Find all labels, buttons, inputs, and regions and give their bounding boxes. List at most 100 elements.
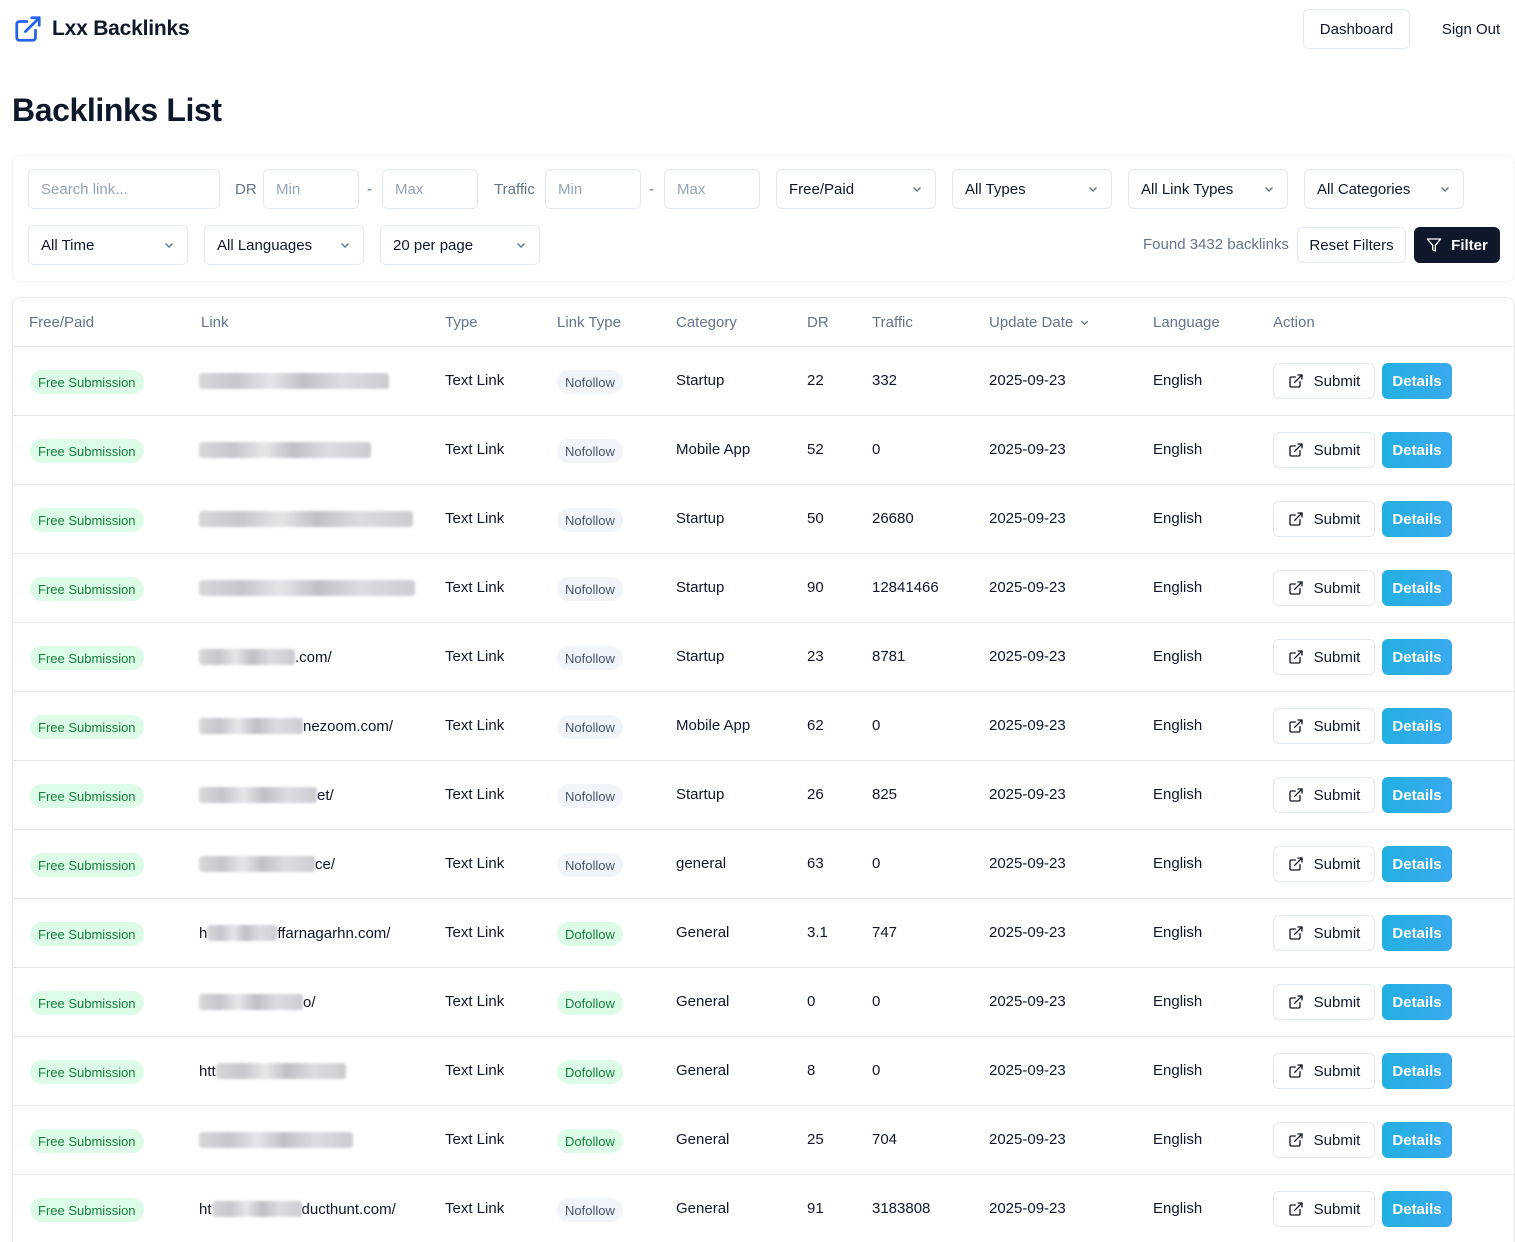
submit-button[interactable]: Submit: [1273, 708, 1375, 744]
col-link: Link: [201, 314, 229, 331]
link-text-start: h: [199, 924, 208, 942]
link-cell[interactable]: ce/: [199, 854, 335, 874]
traffic-max-input[interactable]: Max: [664, 169, 760, 209]
submit-button[interactable]: Submit: [1273, 1122, 1375, 1158]
col-traffic: Traffic: [872, 314, 913, 331]
details-button[interactable]: Details: [1382, 363, 1452, 399]
reset-filters-button[interactable]: Reset Filters: [1297, 227, 1406, 263]
submit-button[interactable]: Submit: [1273, 1191, 1375, 1227]
link-type-badge: Dofollow: [557, 1060, 623, 1084]
submit-button[interactable]: Submit: [1273, 777, 1375, 813]
link-text-end: ce/: [315, 855, 336, 873]
link-type-badge: Dofollow: [557, 922, 623, 946]
submit-button[interactable]: Submit: [1273, 1053, 1375, 1089]
link-type-badge: Nofollow: [557, 1198, 623, 1222]
traffic-cell: 26680: [872, 510, 914, 527]
submit-button[interactable]: Submit: [1273, 846, 1375, 882]
link-cell[interactable]: [199, 578, 415, 598]
table-row: Free Submission ce/Text Link Nofollow gener…: [13, 830, 1514, 899]
type-cell: Text Link: [445, 924, 505, 941]
link-text-start: htt: [199, 1062, 216, 1080]
col-update-date[interactable]: Update Date: [989, 314, 1090, 331]
link-types-select[interactable]: All Link Types: [1128, 169, 1288, 209]
external-link-icon: [1288, 1202, 1303, 1216]
time-select[interactable]: All Time: [28, 225, 188, 265]
details-button[interactable]: Details: [1382, 777, 1452, 813]
submit-button-label: Submit: [1313, 1200, 1361, 1218]
table-row: Free Submission htt Text Link Dofollow Gener…: [13, 1037, 1514, 1106]
link-cell[interactable]: et/: [199, 785, 334, 805]
submit-button[interactable]: Submit: [1273, 915, 1375, 951]
link-cell[interactable]: h ffarnagarhn.com/: [199, 923, 390, 943]
traffic-min-input[interactable]: Min: [545, 169, 641, 209]
search-input[interactable]: Search link...: [28, 169, 220, 209]
submit-button[interactable]: Submit: [1273, 639, 1375, 675]
link-cell[interactable]: [199, 509, 413, 529]
link-cell[interactable]: htt: [199, 1061, 346, 1081]
filter-button[interactable]: Filter: [1414, 227, 1500, 263]
link-cell[interactable]: o/: [199, 992, 316, 1012]
link-text-end: et/: [317, 786, 334, 804]
funnel-icon: [1426, 238, 1442, 252]
categories-select[interactable]: All Categories: [1304, 169, 1464, 209]
details-button[interactable]: Details: [1382, 432, 1452, 468]
details-button[interactable]: Details: [1382, 846, 1452, 882]
traffic-cell: 0: [872, 441, 881, 458]
update-date-cell: 2025-09-23: [989, 441, 1066, 458]
details-button[interactable]: Details: [1382, 915, 1452, 951]
types-select[interactable]: All Types: [952, 169, 1112, 209]
submit-button-label: Submit: [1313, 579, 1361, 597]
type-cell: Text Link: [445, 717, 505, 734]
brand[interactable]: Lxx Backlinks: [13, 14, 190, 44]
traffic-cell: 825: [872, 786, 898, 803]
submit-button[interactable]: Submit: [1273, 501, 1375, 537]
table-row: Free Submission ht ducthunt.com/Text Link N…: [13, 1175, 1514, 1242]
link-cell[interactable]: [199, 1130, 353, 1150]
details-button[interactable]: Details: [1382, 1053, 1452, 1089]
dr-min-input[interactable]: Min: [263, 169, 359, 209]
dr-cell: 62: [807, 717, 824, 734]
link-type-badge: Nofollow: [557, 715, 623, 739]
link-cell[interactable]: [199, 440, 371, 460]
external-link-icon: [1288, 1133, 1303, 1147]
free-paid-select[interactable]: Free/Paid: [776, 169, 936, 209]
table-row: Free Submission Text Link Nofollow Startup 5…: [13, 485, 1514, 554]
details-button[interactable]: Details: [1382, 984, 1452, 1020]
link-cell[interactable]: nezoom.com/: [199, 716, 393, 736]
submit-button[interactable]: Submit: [1273, 363, 1375, 399]
dr-max-input[interactable]: Max: [382, 169, 478, 209]
page-title: Backlinks List: [12, 92, 222, 128]
per-page-select[interactable]: 20 per page: [380, 225, 540, 265]
dr-cell: 25: [807, 1131, 824, 1148]
free-paid-badge: Free Submission: [30, 1198, 144, 1222]
dashboard-button[interactable]: Dashboard: [1303, 9, 1410, 49]
submit-button[interactable]: Submit: [1273, 432, 1375, 468]
languages-select[interactable]: All Languages: [204, 225, 364, 265]
sign-out-button[interactable]: Sign Out: [1428, 9, 1514, 49]
submit-button[interactable]: Submit: [1273, 570, 1375, 606]
submit-button[interactable]: Submit: [1273, 984, 1375, 1020]
details-button[interactable]: Details: [1382, 501, 1452, 537]
col-action: Action: [1273, 314, 1315, 331]
details-button[interactable]: Details: [1382, 708, 1452, 744]
link-cell[interactable]: [199, 371, 389, 391]
language-cell: English: [1153, 441, 1203, 458]
link-type-badge: Nofollow: [557, 439, 623, 463]
link-redacted: [199, 994, 303, 1010]
link-cell[interactable]: ht ducthunt.com/: [199, 1199, 396, 1219]
details-button[interactable]: Details: [1382, 1122, 1452, 1158]
top-bar: Lxx Backlinks Dashboard Sign Out: [0, 0, 1515, 60]
traffic-cell: 8781: [872, 648, 906, 665]
details-button[interactable]: Details: [1382, 1191, 1452, 1227]
language-cell: English: [1153, 510, 1203, 527]
category-cell: Mobile App: [676, 441, 751, 458]
language-cell: English: [1153, 372, 1203, 389]
details-button[interactable]: Details: [1382, 639, 1452, 675]
link-cell[interactable]: .com/: [199, 647, 332, 667]
details-button[interactable]: Details: [1382, 570, 1452, 606]
table-row: Free Submission o/Text Link Dofollow Genera…: [13, 968, 1514, 1037]
dr-cell: 90: [807, 579, 824, 596]
col-link-type: Link Type: [557, 314, 621, 331]
link-redacted: [211, 1201, 302, 1217]
link-type-badge: Nofollow: [557, 853, 623, 877]
